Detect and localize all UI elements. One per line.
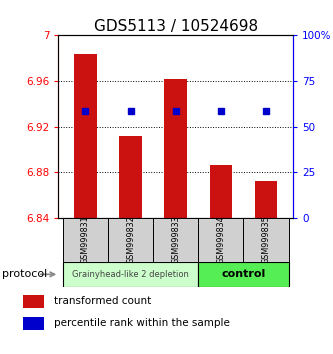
Bar — [165, 79, 187, 218]
Bar — [153, 218, 198, 262]
Text: GSM999833: GSM999833 — [171, 216, 180, 264]
Bar — [119, 136, 142, 218]
Bar — [198, 218, 243, 262]
Bar — [209, 165, 232, 218]
Bar — [63, 218, 108, 262]
Bar — [74, 53, 97, 218]
Text: GSM999832: GSM999832 — [126, 216, 135, 264]
Bar — [255, 181, 277, 218]
Bar — [63, 262, 198, 287]
Bar — [23, 295, 44, 308]
Text: transformed count: transformed count — [54, 296, 151, 307]
Bar — [108, 218, 153, 262]
Bar — [198, 262, 288, 287]
Title: GDS5113 / 10524698: GDS5113 / 10524698 — [94, 19, 258, 34]
Text: protocol: protocol — [2, 269, 47, 279]
Text: control: control — [221, 269, 265, 279]
Text: GSM999834: GSM999834 — [216, 216, 225, 264]
Text: GSM999831: GSM999831 — [81, 216, 90, 264]
Text: Grainyhead-like 2 depletion: Grainyhead-like 2 depletion — [72, 270, 189, 279]
Bar — [243, 218, 288, 262]
Text: GSM999835: GSM999835 — [261, 216, 270, 264]
Bar — [23, 317, 44, 330]
Text: percentile rank within the sample: percentile rank within the sample — [54, 318, 230, 328]
